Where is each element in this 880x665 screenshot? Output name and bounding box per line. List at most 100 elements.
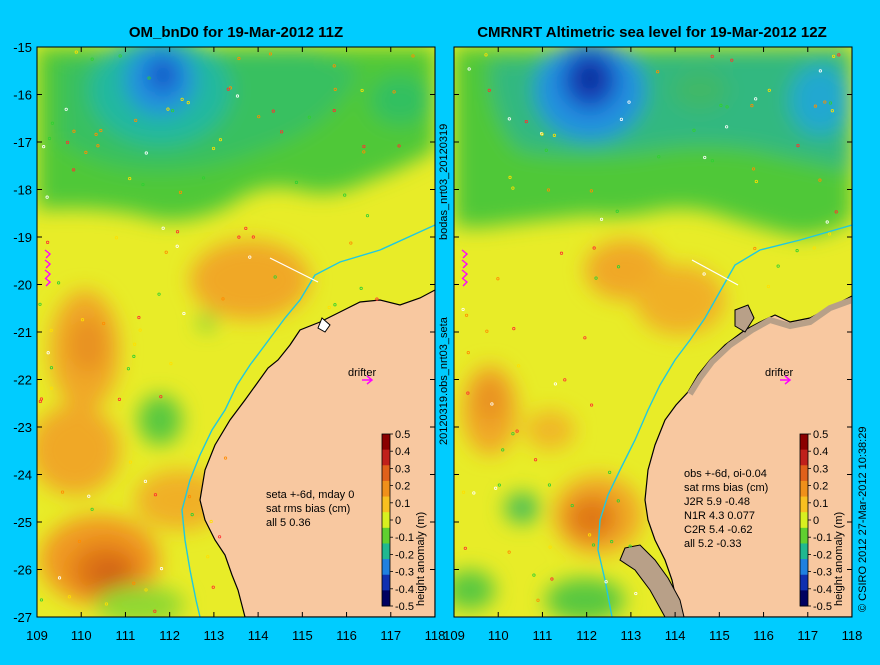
observation-dot [218, 138, 223, 142]
lon-tick-label-left: 109 [26, 628, 48, 643]
observation-dot [837, 53, 841, 57]
right-drifter: drifter [765, 367, 793, 385]
left-map-title: OM_bnD0 for 19-Mar-2012 11Z [129, 24, 343, 41]
observation-dot [294, 180, 299, 184]
left-map-field: drifter [37, 47, 435, 617]
lon-tick-label-left: 114 [248, 628, 269, 643]
colorbar-swatch [800, 590, 808, 607]
lat-tick-label: -19 [13, 230, 32, 245]
observation-dot [796, 144, 800, 148]
observation-dot [38, 302, 42, 306]
observation-dot [360, 88, 364, 93]
observation-dot [87, 494, 91, 498]
right-isobath [597, 224, 852, 617]
colorbar-title: height anomaly (m) [415, 512, 427, 606]
colorbar-swatch [382, 574, 390, 591]
left-stats-line-2: sat rms bias (cm) [266, 503, 350, 515]
observation-dot [175, 244, 179, 248]
observation-dot [461, 490, 466, 494]
observation-dot [751, 167, 756, 171]
observation-dot [619, 117, 624, 121]
colorbar-swatch [800, 512, 808, 529]
observation-dot [217, 535, 222, 539]
observation-dot [74, 50, 78, 54]
lon-tick-label-right: 110 [488, 628, 509, 643]
observation-dot [178, 190, 183, 194]
lat-tick-label: -20 [13, 278, 32, 293]
observation-dot [730, 58, 734, 62]
observation-dot [515, 429, 519, 433]
observation-dot [754, 179, 758, 184]
observation-dot [211, 585, 215, 589]
observation-dot [67, 595, 72, 599]
observation-dot [161, 226, 165, 230]
colorbar-tick-label: -0.4 [813, 584, 832, 596]
observation-dot [616, 265, 621, 269]
left-land [199, 289, 435, 617]
observation-dot [750, 104, 754, 108]
lon-tick-label-right: 111 [533, 628, 553, 643]
observation-dot [153, 493, 158, 497]
side-label-middle-bottom: 20120319.obs_nrt03_seta [438, 316, 450, 445]
colorbar-tick-label: -0.3 [395, 567, 414, 579]
colorbar-tick-label: -0.1 [395, 532, 414, 544]
observation-dot [157, 292, 161, 296]
lon-tick-label-right: 109 [443, 628, 465, 643]
colorbar-tick-label: 0.2 [395, 481, 410, 493]
observation-dot [754, 97, 758, 101]
colorbar-tick-label: 0.1 [813, 498, 828, 510]
right-colorbar: 0.5 0.4 0.3 0.2 0.1 0 -0.1 -0.2 -0.3 -0.4 -0.5heig… [799, 429, 845, 613]
observation-dot [604, 580, 608, 584]
observation-dot [540, 132, 544, 136]
observation-dot [559, 251, 564, 255]
lon-tick-label-left: 111 [116, 628, 136, 643]
observation-dot [60, 490, 65, 494]
observation-dot [570, 503, 574, 508]
observation-dot [487, 88, 491, 92]
lon-tick-label-right: 113 [621, 628, 642, 643]
observation-dot [827, 232, 832, 236]
observation-dot [484, 53, 488, 57]
observation-dot [411, 54, 415, 58]
colorbar-tick-label: 0.1 [395, 498, 410, 510]
observation-dot [65, 140, 70, 145]
lon-tick-label-left: 117 [380, 628, 401, 643]
right-map: drifter obs +-6d, oi-0.04 sat rms bias (… [453, 46, 853, 618]
observation-dot [141, 182, 145, 187]
lon-tick-label-left: 118 [425, 628, 446, 643]
observation-dot [710, 159, 715, 163]
observation-dot [464, 313, 469, 317]
observation-dot [463, 546, 467, 550]
observation-dot [627, 100, 631, 104]
colorbar-tick-label: 0.3 [395, 463, 410, 475]
observation-dot [221, 297, 225, 301]
observation-dot [84, 150, 88, 154]
observation-dot [634, 591, 638, 596]
observation-dot [599, 217, 604, 221]
observation-dot [164, 250, 168, 254]
right-drifter-arrow-icon [780, 375, 792, 385]
colorbar-tick-label: -0.1 [813, 532, 832, 544]
observation-dot [692, 128, 696, 132]
observation-dot [547, 483, 552, 487]
observation-dot [251, 235, 255, 239]
observation-dot [223, 456, 228, 460]
colorbar-swatch [800, 574, 808, 591]
left-magenta-arrows-icon [44, 249, 52, 287]
observation-dot [187, 495, 192, 499]
left-stats-line-3: all 5 0.36 [266, 517, 311, 529]
observation-dot [615, 209, 619, 213]
observation-dot [588, 533, 592, 537]
left-map: drifter seta +-6d, mday 0 sat rms bias (… [36, 46, 436, 618]
observation-dot [548, 545, 552, 549]
lon-tick-label-right: 116 [753, 628, 774, 643]
observation-dot [546, 188, 551, 192]
observation-dot [47, 136, 52, 141]
observation-dot [226, 87, 230, 91]
observation-dot [511, 186, 515, 190]
observation-dot [497, 483, 501, 487]
colorbar-tick-label: 0 [813, 515, 819, 527]
observation-dot [273, 275, 277, 279]
observation-dot [72, 129, 76, 133]
